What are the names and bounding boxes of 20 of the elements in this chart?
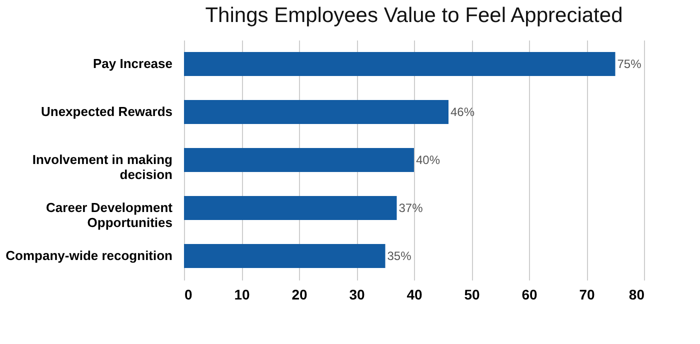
data-label: 37%	[398, 201, 424, 215]
data-label: 35%	[387, 249, 412, 263]
y-tick-label: Career Development Opportunities	[46, 200, 174, 230]
chart-title: Things Employees Value to Feel Appreciated	[205, 4, 623, 27]
data-label: 46%	[450, 105, 475, 119]
x-tick-label: 80	[628, 286, 645, 302]
y-tick-label: Company-wide recognition	[6, 248, 173, 263]
x-tick-label: 50	[464, 286, 480, 302]
x-tick-label: 40	[406, 286, 422, 302]
x-tick-label: 70	[579, 286, 595, 302]
y-tick-label: Involvement in making decision	[32, 152, 173, 182]
data-label: 75%	[617, 57, 642, 71]
data-label: 40%	[416, 153, 440, 167]
x-tick-label: 0	[184, 286, 192, 302]
x-tick-label: 60	[522, 286, 538, 302]
x-tick-label: 30	[349, 286, 365, 302]
y-tick-label: Pay Increase	[92, 56, 172, 71]
x-tick-label: 10	[234, 286, 250, 302]
y-tick-label: Unexpected Rewards	[41, 104, 172, 119]
x-tick-label: 20	[292, 286, 308, 302]
